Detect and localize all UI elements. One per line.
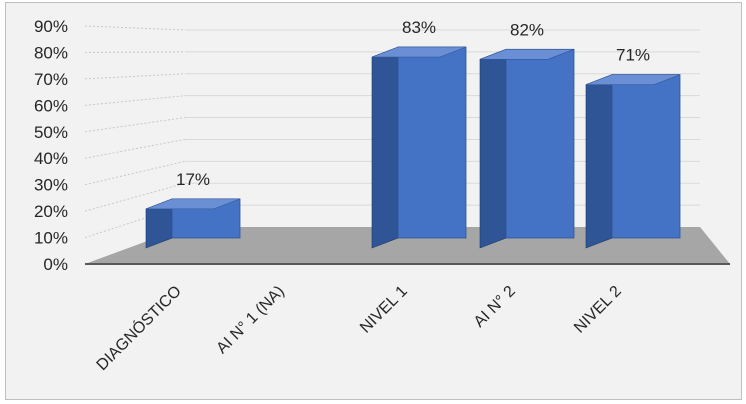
category-label: NIVEL 1 [357, 283, 411, 337]
y-tick-label: 20% [34, 202, 68, 221]
category-label: NIVEL 2 [571, 283, 625, 337]
data-label: 83% [402, 18, 436, 37]
bar-side [479, 48, 507, 249]
bar [505, 48, 575, 239]
gridline-side [84, 138, 186, 159]
y-tick-label: 80% [34, 43, 68, 62]
gridline-side [84, 95, 186, 106]
y-tick-label: 90% [34, 17, 68, 36]
y-tick-label: 0% [43, 255, 68, 274]
bar-top [145, 198, 241, 210]
category-label: AI N° 1 (NA) [213, 283, 287, 357]
y-tick-label: 40% [34, 149, 68, 168]
y-tick-label: 70% [34, 70, 68, 89]
data-label: 82% [510, 20, 544, 39]
gridline-side [84, 117, 186, 133]
y-tick-label: 60% [34, 96, 68, 115]
bar-top [371, 46, 467, 58]
gridline-side [84, 25, 186, 31]
y-tick-label: 50% [34, 123, 68, 142]
gridline-side [84, 160, 186, 186]
bar-top [585, 74, 681, 85]
data-label: 17% [176, 170, 210, 189]
bar-side [585, 74, 613, 249]
gridline-side [84, 182, 186, 212]
category-label: DIAGNÓSTICO [92, 281, 185, 374]
category-label: AI N° 2 [471, 283, 519, 331]
gridline-side [84, 51, 186, 53]
bar [611, 74, 681, 239]
bar-top [479, 49, 575, 60]
data-label: 71% [616, 46, 650, 65]
gridline-side [84, 204, 186, 239]
bar-side [371, 46, 399, 249]
y-tick-label: 10% [34, 229, 68, 248]
gridline-side [84, 73, 186, 80]
y-tick-label: 30% [34, 176, 68, 195]
bar [397, 46, 467, 239]
